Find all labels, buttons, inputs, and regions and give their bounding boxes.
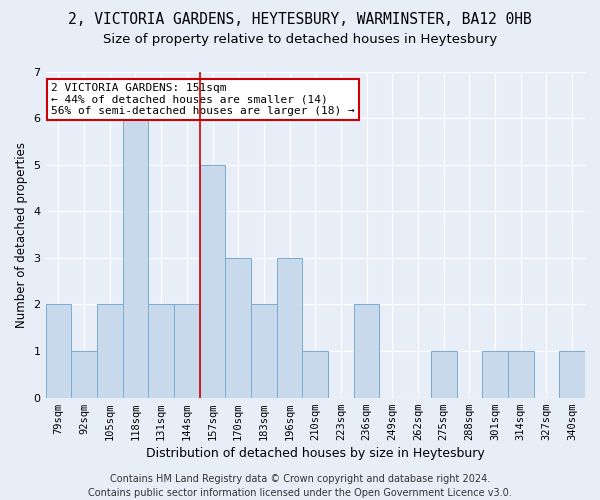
Bar (277, 258, 302, 398)
Bar (559, 351, 585, 398)
Bar (302, 351, 328, 398)
Text: Contains HM Land Registry data © Crown copyright and database right 2024.
Contai: Contains HM Land Registry data © Crown c… (88, 474, 512, 498)
Y-axis label: Number of detached properties: Number of detached properties (15, 142, 28, 328)
Text: 2 VICTORIA GARDENS: 151sqm
← 44% of detached houses are smaller (14)
56% of semi: 2 VICTORIA GARDENS: 151sqm ← 44% of deta… (51, 83, 355, 116)
Bar (97, 304, 122, 398)
Bar (46, 304, 71, 398)
Bar (174, 304, 200, 398)
Text: Size of property relative to detached houses in Heytesbury: Size of property relative to detached ho… (103, 32, 497, 46)
Bar (200, 164, 226, 398)
Text: 2, VICTORIA GARDENS, HEYTESBURY, WARMINSTER, BA12 0HB: 2, VICTORIA GARDENS, HEYTESBURY, WARMINS… (68, 12, 532, 28)
Bar (482, 351, 508, 398)
X-axis label: Distribution of detached houses by size in Heytesbury: Distribution of detached houses by size … (146, 447, 485, 460)
Bar (354, 304, 379, 398)
Bar (431, 351, 457, 398)
Bar (251, 304, 277, 398)
Bar (148, 304, 174, 398)
Bar (122, 118, 148, 398)
Bar (226, 258, 251, 398)
Bar (71, 351, 97, 398)
Bar (508, 351, 533, 398)
